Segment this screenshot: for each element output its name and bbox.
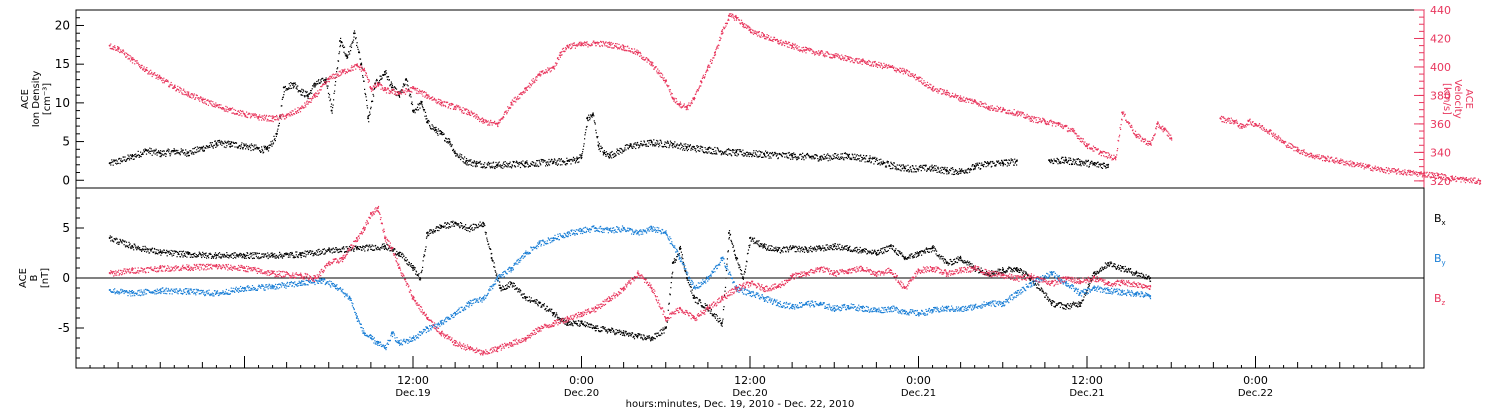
density-series-point-7 [215,142,218,145]
density-tick-label-20: 20 [55,18,70,32]
velocity-tick-label-360: 360 [1430,118,1451,131]
density-series-point-73 [1079,160,1081,163]
density-series-point-8 [229,142,232,145]
density-series-point-44 [580,154,583,157]
velocity-series-point-49 [706,66,709,68]
x-tick-time-5: 0:00 [1243,374,1268,387]
x-tick-date-1: Dec.20 [564,388,599,399]
velocity-series-point-42 [650,63,653,66]
bz-series-point-10 [341,257,344,259]
b-tick-label-0: 0 [62,271,70,285]
velocity-tick-label-400: 400 [1430,61,1451,74]
top-panel-frame [75,9,1425,189]
b-tick-label-5: 5 [62,221,70,235]
density-series-point-47 [597,144,600,147]
x-tick-time-4: 12:00 [1071,374,1103,387]
density-series-point-24 [367,117,370,120]
density-axis-label: ACEIon Density[cm⁻³] [20,71,53,128]
velocity-tick-label-420: 420 [1430,32,1451,45]
bx-series-point-0 [108,237,111,239]
density-series-point-26 [383,70,386,73]
x-axis-title: hours:minutes, Dec. 19, 2010 - Dec. 22, … [626,399,855,410]
density-series [108,30,1110,176]
velocity-tick-label-340: 340 [1430,146,1451,159]
bz-series-trace [109,205,1152,356]
bx-series-point-54 [917,252,920,254]
velocity-series-point-6 [187,93,190,95]
by-series [108,225,1152,351]
time-axis: 12:00Dec.190:00Dec.2012:00Dec.200:00Dec.… [75,356,1425,399]
by-series-trace [109,225,1152,351]
x-tick-time-2: 12:00 [734,374,766,387]
density-series-point-49 [608,153,611,156]
b-tick-label--5: -5 [58,321,70,335]
density-series-point-38 [475,162,478,165]
velocity-tick-label-440: 440 [1430,4,1451,17]
by-series-point-45 [791,305,794,307]
bx-series-point-39 [727,232,730,234]
velocity-series [108,13,1482,185]
ion-density-velocity-panel: 0 5 10 15 20 320 340 360 380 400 420 440 ACEIon Dens… [20,4,1482,189]
velocity-series-trace [109,13,1482,185]
density-tick-label-15: 15 [55,57,70,71]
velocity-series-point-29 [482,120,485,123]
velocity-axis-label: ACEVelocity[km/s] [1441,79,1474,118]
x-tick-time-1: 0:00 [569,374,594,387]
by-series-point-49 [847,305,850,307]
x-tick-date-4: Dec.21 [1069,388,1104,399]
density-tick-label-5: 5 [62,135,70,149]
velocity-series-point-51 [720,30,723,33]
b-axis-label: ACEB[nT] [18,268,51,288]
bx-series-trace [109,220,1152,342]
x-tick-time-3: 0:00 [906,374,931,387]
density-series-point-37 [465,159,468,162]
bx-series-point-26 [580,322,583,324]
density-tick-label-10: 10 [55,96,70,110]
bz-series [108,205,1152,356]
bz-series-point-40 [720,297,723,299]
x-tick-date-0: Dec.19 [395,388,430,399]
bz-series-point-23 [482,352,485,354]
velocity-series-point-109 [1479,179,1482,182]
velocity-tick-label-380: 380 [1430,89,1451,102]
x-tick-time-0: 12:00 [397,374,429,387]
velocity-series-point-0 [108,44,111,47]
legend-Bx: Bx [1434,212,1446,227]
bx-series-point-19 [490,257,493,259]
x-tick-date-3: Dec.21 [901,388,936,399]
density-tick-label-0: 0 [62,173,70,187]
velocity-series-point-91 [1240,125,1243,128]
by-series-point-50 [861,307,864,309]
x-tick-date-2: Dec.20 [732,388,767,399]
density-series-trace [109,30,1109,176]
velocity-series-point-40 [622,46,625,48]
density-series-point-20 [339,40,341,42]
bx-series [108,220,1152,342]
x-tick-date-5: Dec.22 [1238,388,1273,399]
velocity-tick-label-320: 320 [1430,175,1451,188]
velocity-series-point-107 [1451,177,1454,179]
density-series-point-18 [324,78,327,81]
velocity-series-point-31 [510,101,513,104]
legend-Bz: Bz [1434,292,1446,307]
legend-By: By [1434,252,1446,267]
by-series-point-20 [440,322,443,324]
magnetic-field-panel: -5 0 5 ACEB[nT] Bx By Bz [18,187,1446,369]
by-series-point-11 [355,317,358,319]
